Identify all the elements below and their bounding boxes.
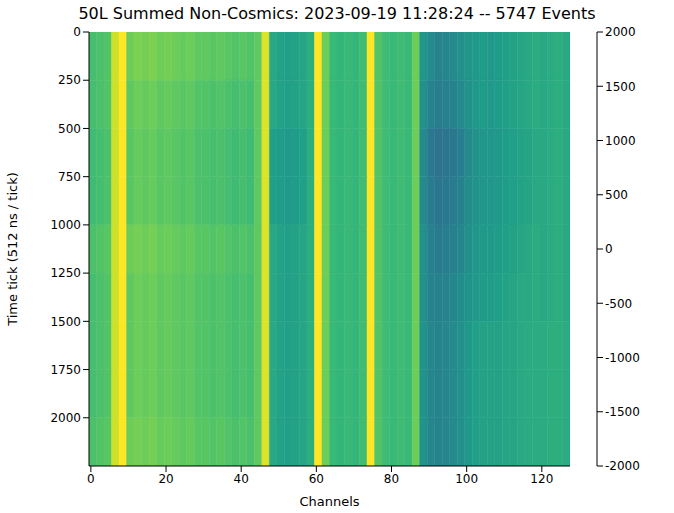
- svg-text:500: 500: [605, 188, 628, 202]
- svg-text:2000: 2000: [605, 25, 636, 39]
- svg-text:1000: 1000: [50, 218, 81, 232]
- svg-text:1250: 1250: [50, 266, 81, 280]
- svg-text:750: 750: [58, 170, 81, 184]
- svg-text:0: 0: [87, 472, 95, 486]
- svg-text:1750: 1750: [50, 363, 81, 377]
- svg-text:0: 0: [73, 25, 81, 39]
- svg-text:120: 120: [530, 472, 553, 486]
- html-text:50L Summed Non-Cosmics: 2023-0: 50L Summed Non-Cosmics: 2023-09-19 11:28…: [78, 4, 596, 23]
- svg-text:-1000: -1000: [605, 351, 640, 365]
- svg-text:1500: 1500: [50, 315, 81, 329]
- svg-text:1000: 1000: [605, 134, 636, 148]
- svg-text:60: 60: [309, 472, 324, 486]
- svg-text:-500: -500: [605, 297, 632, 311]
- svg-text:250: 250: [58, 73, 81, 87]
- svg-text:0: 0: [605, 242, 613, 256]
- svg-text:-2000: -2000: [605, 459, 640, 473]
- svg-text:1500: 1500: [605, 80, 636, 94]
- svg-text:-1500: -1500: [605, 405, 640, 419]
- svg-text:40: 40: [234, 472, 249, 486]
- svg-text:80: 80: [384, 472, 399, 486]
- svg-text:Channels: Channels: [299, 494, 359, 509]
- svg-text:100: 100: [455, 472, 478, 486]
- svg-text:500: 500: [58, 122, 81, 136]
- svg-text:Time tick (512 ns / tick): Time tick (512 ns / tick): [5, 172, 20, 327]
- svg-text:2000: 2000: [50, 411, 81, 425]
- svg-text:20: 20: [158, 472, 173, 486]
